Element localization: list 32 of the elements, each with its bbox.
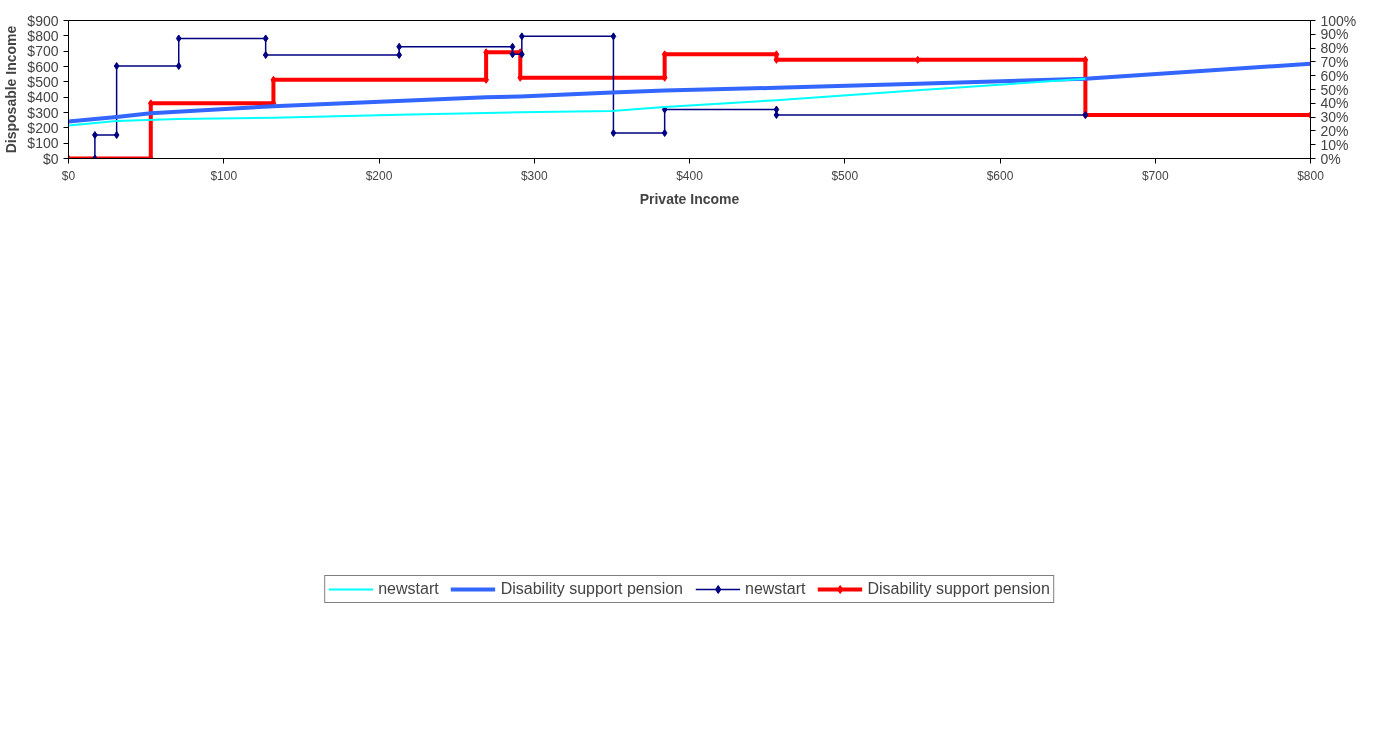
y-tick-label: $500	[27, 73, 59, 90]
legend-label: Disability support pension	[867, 580, 1050, 598]
x-tick-label: $400	[676, 168, 704, 183]
legend-label: newstart	[378, 580, 439, 598]
y-tick-label: $800	[27, 27, 59, 44]
y2-tick-label: 100%	[1320, 12, 1357, 29]
y2-tick-label: 60%	[1320, 67, 1349, 84]
y2-tick-label: 10%	[1320, 136, 1349, 153]
x-tick-label: $600	[986, 168, 1014, 183]
y-tick-label: $600	[27, 58, 59, 75]
y2-tick-label: 40%	[1320, 95, 1349, 112]
x-tick-label: $300	[520, 168, 548, 183]
x-tick-label: $0	[61, 168, 76, 183]
y-tick-label: $300	[27, 104, 59, 121]
x-axis-title: Private Income	[639, 190, 740, 207]
y-tick-label: $200	[27, 119, 59, 136]
x-tick-label: $700	[1141, 168, 1169, 183]
legend-label: Disability support pension	[500, 580, 683, 598]
y2-tick-label: 90%	[1320, 26, 1349, 43]
x-tick-label: $500	[831, 168, 859, 183]
legend-label: newstart	[745, 580, 806, 598]
y2-tick-label: 0%	[1320, 150, 1341, 167]
y-tick-label: $0	[42, 150, 59, 167]
y2-tick-label: 50%	[1320, 81, 1349, 98]
y-tick-label: $900	[27, 12, 59, 29]
y-axis-title: Disposable Income	[3, 25, 20, 154]
x-tick-label: $200	[365, 168, 393, 183]
x-tick-label: $100	[210, 168, 238, 183]
y-tick-label: $100	[27, 135, 59, 152]
y-tick-label: $700	[27, 43, 59, 60]
y-tick-label: $400	[27, 89, 59, 106]
x-tick-label: $800	[1297, 168, 1325, 183]
